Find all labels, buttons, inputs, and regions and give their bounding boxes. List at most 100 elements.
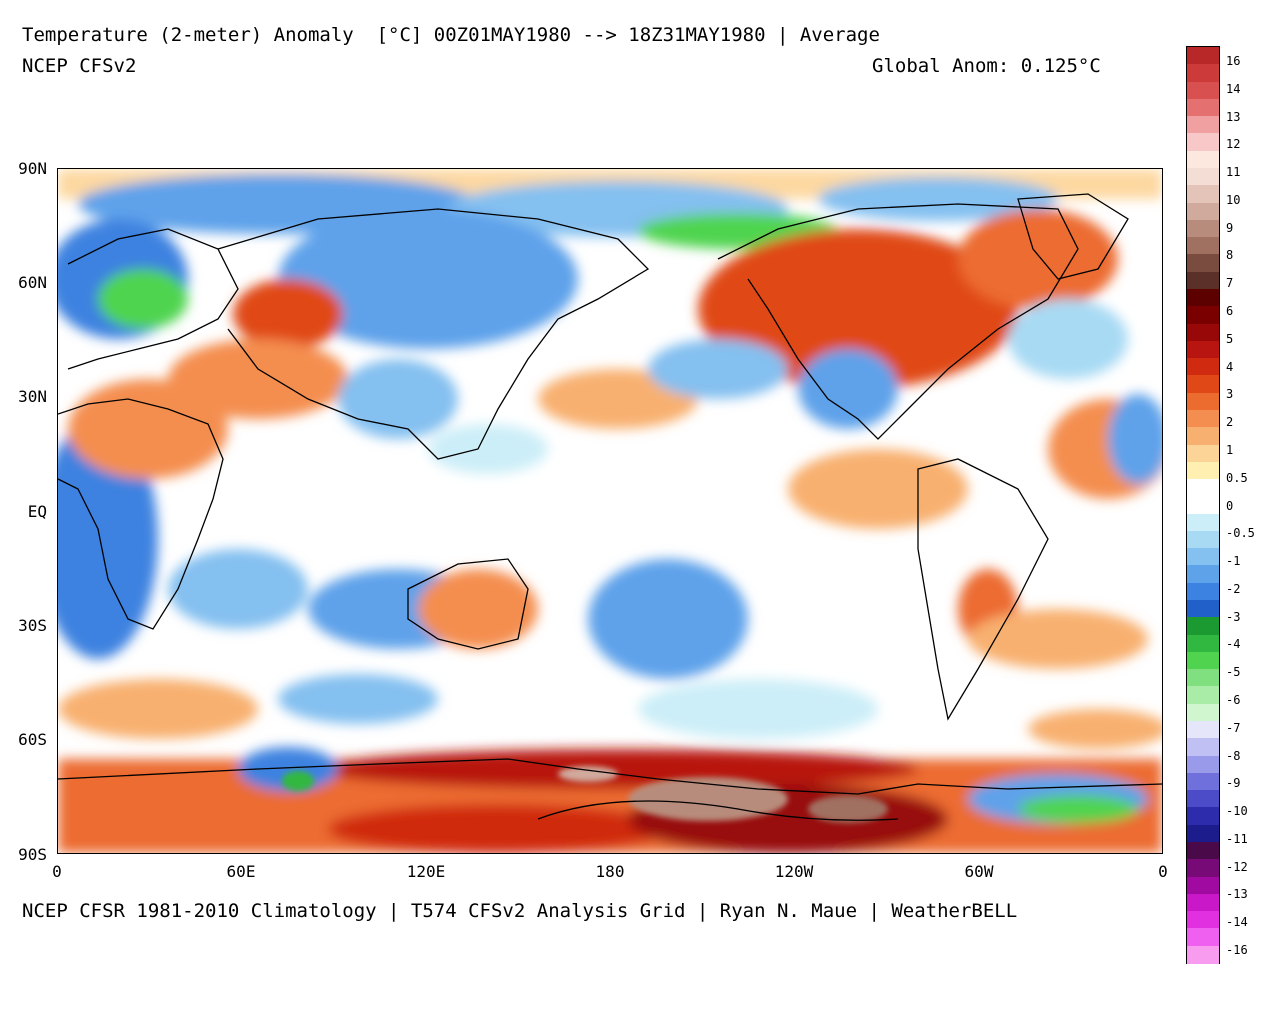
lat-label: 90S — [18, 845, 47, 864]
anomaly-map — [57, 168, 1163, 854]
color-scale-swatch — [1187, 167, 1219, 186]
color-scale-swatch — [1187, 461, 1219, 480]
color-scale-label: 13 — [1226, 109, 1241, 124]
lon-label: 120E — [406, 862, 446, 881]
color-scale-swatch — [1187, 651, 1219, 670]
anomaly-field — [58, 169, 1162, 853]
color-scale-swatch — [1187, 288, 1219, 307]
color-scale-label: 0.5 — [1226, 470, 1248, 485]
color-scale-swatch — [1187, 772, 1219, 791]
color-scale-swatch — [1187, 565, 1219, 584]
color-scale-label: -6 — [1226, 692, 1241, 707]
color-scale-label: -0.5 — [1226, 526, 1255, 541]
color-scale-label: 8 — [1226, 248, 1234, 263]
color-scale-label: 4 — [1226, 359, 1234, 374]
color-scale-swatch — [1187, 513, 1219, 532]
color-scale-swatch — [1187, 911, 1219, 930]
color-scale-swatch — [1187, 98, 1219, 117]
color-scale-swatch — [1187, 703, 1219, 722]
color-scale-swatch — [1187, 738, 1219, 757]
color-scale-label: 7 — [1226, 276, 1234, 291]
color-scale-label: 5 — [1226, 331, 1234, 346]
color-scale-label: 6 — [1226, 304, 1234, 319]
color-scale-bar — [1186, 46, 1220, 964]
color-scale-label: 3 — [1226, 387, 1234, 402]
color-scale-swatch — [1187, 530, 1219, 549]
lon-label: 60E — [226, 862, 256, 881]
color-scale-swatch — [1187, 375, 1219, 394]
color-scale-label: 12 — [1226, 137, 1241, 152]
color-scale-label: -14 — [1226, 915, 1248, 930]
color-scale-swatch — [1187, 202, 1219, 221]
color-scale-label: -16 — [1226, 943, 1248, 957]
color-scale-swatch — [1187, 185, 1219, 204]
color-scale-swatch — [1187, 721, 1219, 740]
lat-label: EQ — [27, 502, 47, 521]
lon-label: 0 — [1158, 862, 1168, 881]
color-scale-swatch — [1187, 219, 1219, 238]
color-scale-label: 2 — [1226, 415, 1234, 430]
color-scale-label: -9 — [1226, 776, 1241, 791]
color-scale-swatch — [1187, 600, 1219, 619]
global-anomaly: Global Anom: 0.125°C — [872, 55, 1101, 77]
color-scale-swatch — [1187, 479, 1219, 498]
lat-label: 90N — [18, 159, 47, 178]
color-scale-label: 16 — [1226, 54, 1241, 68]
color-scale-swatch — [1187, 859, 1219, 878]
color-scale-label: 14 — [1226, 81, 1241, 96]
color-scale-label: 11 — [1226, 165, 1241, 180]
color-scale-label: -7 — [1226, 720, 1241, 735]
color-scale-swatch — [1187, 306, 1219, 325]
color-scale-swatch — [1187, 427, 1219, 446]
color-scale-swatch — [1187, 945, 1219, 964]
chart-title: Temperature (2-meter) Anomaly [°C] 00Z01… — [22, 24, 880, 46]
lat-label: 30S — [18, 616, 47, 635]
color-scale-swatch — [1187, 928, 1219, 947]
color-scale-swatch — [1187, 669, 1219, 688]
lat-label: 60S — [18, 730, 47, 749]
color-scale-label: -12 — [1226, 859, 1248, 874]
color-scale-label: -11 — [1226, 831, 1248, 846]
color-scale-swatch — [1187, 876, 1219, 895]
credits-footer: NCEP CFSR 1981-2010 Climatology | T574 C… — [22, 900, 1018, 922]
color-scale-swatch — [1187, 271, 1219, 290]
color-scale-swatch — [1187, 755, 1219, 774]
color-scale-label: -13 — [1226, 887, 1248, 902]
color-scale-label: -4 — [1226, 637, 1241, 652]
color-scale-swatch — [1187, 237, 1219, 256]
lat-label: 60N — [18, 273, 47, 292]
color-scale-swatch — [1187, 686, 1219, 705]
color-scale-swatch — [1187, 807, 1219, 826]
color-scale-label: -10 — [1226, 804, 1248, 819]
color-scale-swatch — [1187, 893, 1219, 912]
lon-label: 180 — [595, 862, 625, 881]
color-scale-swatch — [1187, 323, 1219, 342]
color-scale-swatch — [1187, 47, 1219, 65]
color-scale-swatch — [1187, 634, 1219, 653]
color-scale-label: -5 — [1226, 665, 1241, 680]
color-scale-swatch — [1187, 81, 1219, 100]
color-scale-swatch — [1187, 790, 1219, 809]
color-scale-label: -2 — [1226, 581, 1241, 596]
lon-label: 0 — [52, 862, 62, 881]
color-scale-label: -8 — [1226, 748, 1241, 763]
color-scale-swatch — [1187, 340, 1219, 359]
color-scale-swatch — [1187, 842, 1219, 861]
color-scale-swatch — [1187, 409, 1219, 428]
color-scale-label: 9 — [1226, 220, 1234, 235]
color-scale-swatch — [1187, 254, 1219, 273]
color-scale-swatch — [1187, 150, 1219, 169]
color-scale-swatch — [1187, 617, 1219, 636]
color-scale-swatch — [1187, 392, 1219, 411]
color-scale-label: 10 — [1226, 192, 1241, 207]
coastline-outlines — [58, 193, 1162, 821]
lon-label: 120W — [774, 862, 814, 881]
color-scale-label: 1 — [1226, 442, 1234, 457]
color-scale-swatch — [1187, 116, 1219, 135]
color-scale-label: -1 — [1226, 554, 1241, 569]
color-scale-swatch — [1187, 496, 1219, 515]
color-scale-swatch — [1187, 444, 1219, 463]
color-scale-swatch — [1187, 358, 1219, 377]
color-scale-swatch — [1187, 824, 1219, 843]
color-scale-label: -3 — [1226, 609, 1241, 624]
